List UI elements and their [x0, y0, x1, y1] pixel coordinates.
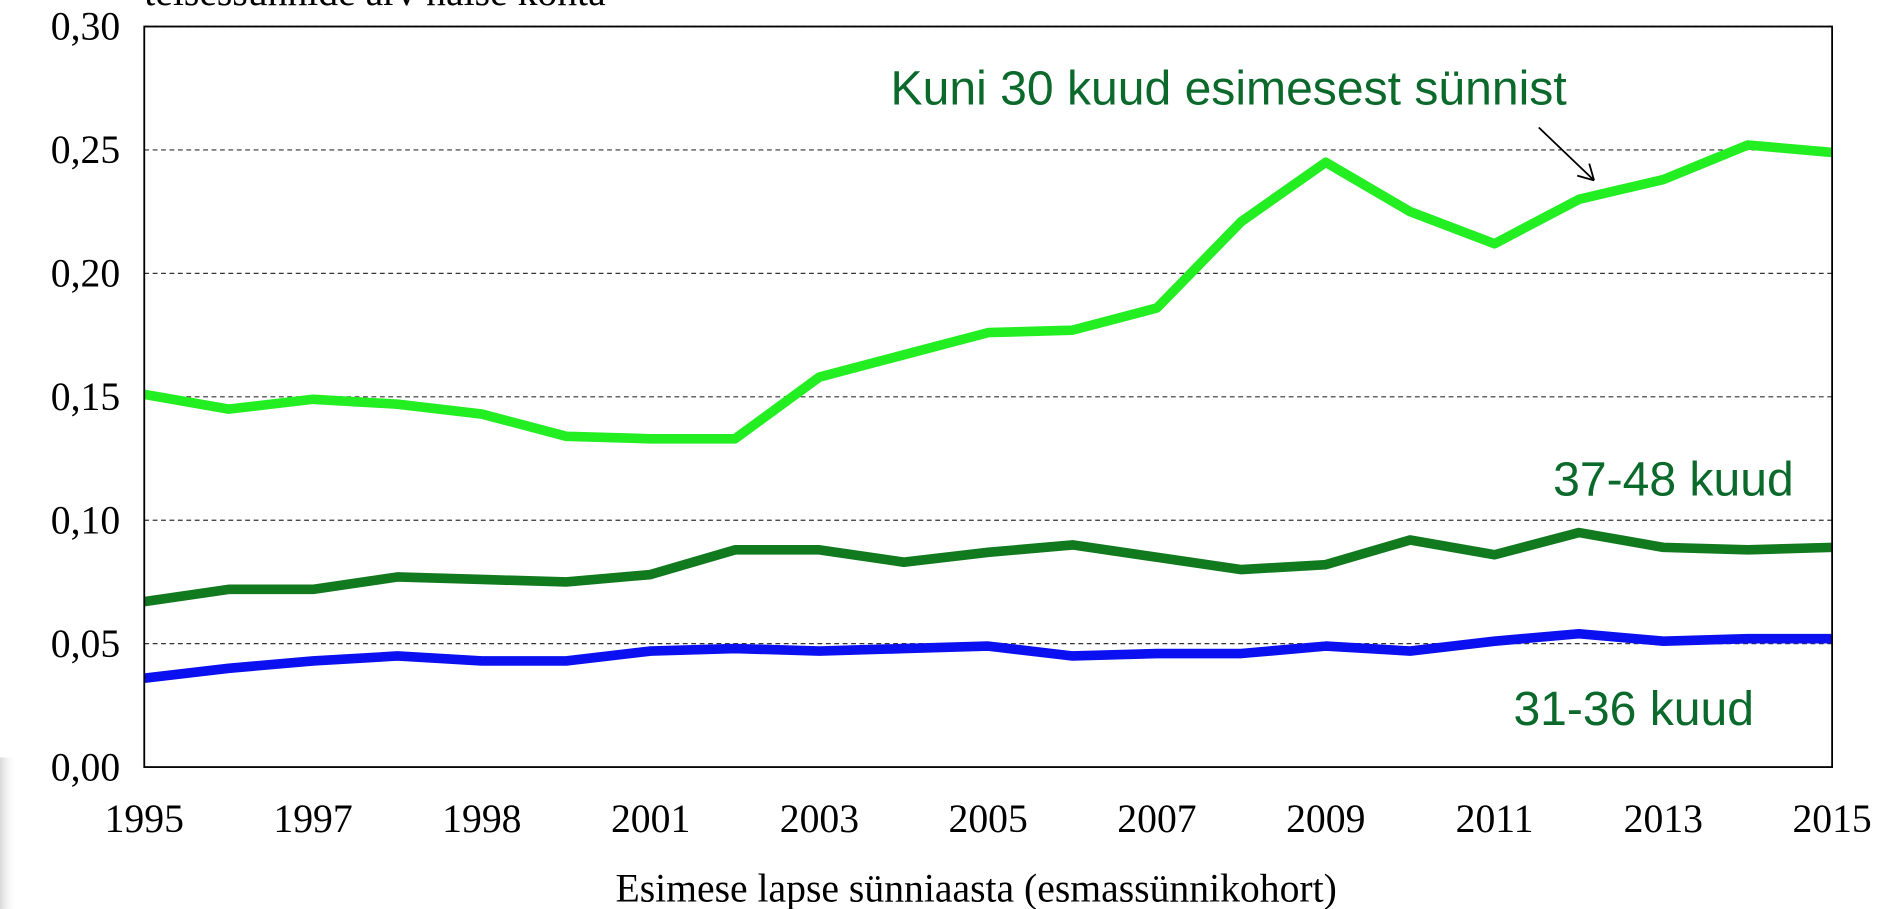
y-tick-label: 0,05 — [51, 622, 120, 666]
x-tick-label: 1997 — [273, 797, 352, 841]
y-tick-label: 0,15 — [51, 375, 120, 419]
series-line — [143, 527, 1833, 607]
chart-title: teisessünnide arv naise kohta — [144, 0, 606, 14]
x-tick-label: 1995 — [105, 797, 184, 841]
y-tick-label: 0,25 — [51, 128, 120, 172]
x-tick-label: 2013 — [1624, 797, 1703, 841]
x-tick-label: 2005 — [949, 797, 1028, 841]
series-line — [143, 628, 1833, 683]
x-tick-label: 1998 — [442, 797, 521, 841]
x-tick-label: 2011 — [1456, 797, 1534, 841]
series-annotation: 37-48 kuud — [1553, 452, 1794, 506]
annotation-arrow — [1538, 126, 1595, 182]
x-axis-label: Esimese lapse sünniaasta (esmassünnikoho… — [615, 867, 1336, 909]
series-line — [143, 140, 1833, 444]
edge-shade — [0, 757, 17, 909]
lines — [143, 140, 1833, 683]
arrow-head — [1576, 163, 1595, 182]
plot-frame — [143, 25, 1834, 768]
x-tick-label: 2007 — [1117, 797, 1196, 841]
y-tick-label: 0,10 — [51, 498, 120, 542]
x-tick-label: 2001 — [611, 797, 690, 841]
series-annotation: Kuni 30 kuud esimesest sünnist — [891, 62, 1567, 116]
y-tick-label: 0,30 — [51, 5, 120, 49]
y-tick-label: 0,00 — [51, 745, 120, 789]
x-tick-label: 2015 — [1792, 797, 1871, 841]
x-tick-label: 2003 — [780, 797, 859, 841]
y-tick-label: 0,20 — [51, 252, 120, 296]
x-tick-label: 2009 — [1286, 797, 1365, 841]
series-annotation: 31-36 kuud — [1513, 682, 1754, 736]
